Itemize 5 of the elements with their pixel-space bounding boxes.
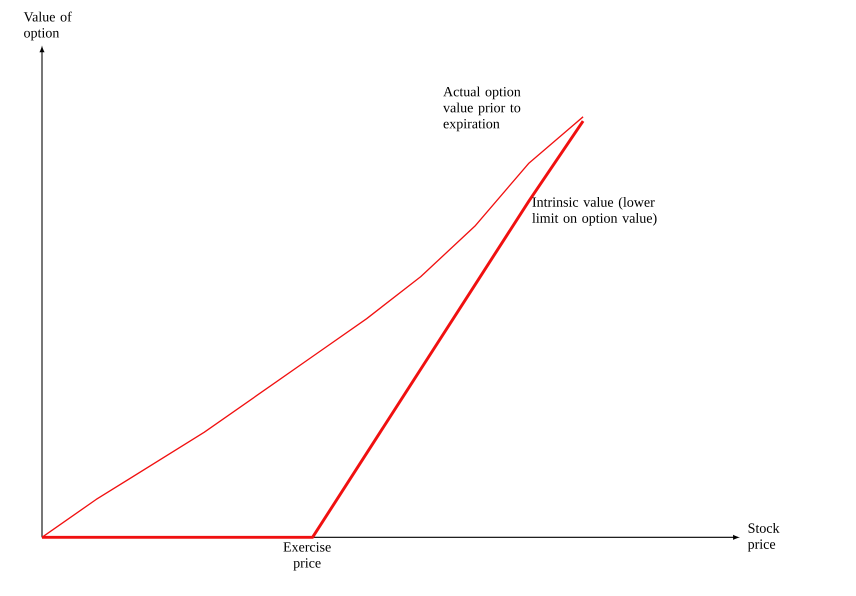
text: Stock price	[748, 522, 780, 552]
text: Actual option value prior to expiration	[443, 86, 521, 132]
text: Value of option	[24, 12, 72, 40]
series-label: Intrinsic value (lower limit on option value)	[532, 196, 657, 226]
text: Exercise price	[283, 542, 331, 571]
